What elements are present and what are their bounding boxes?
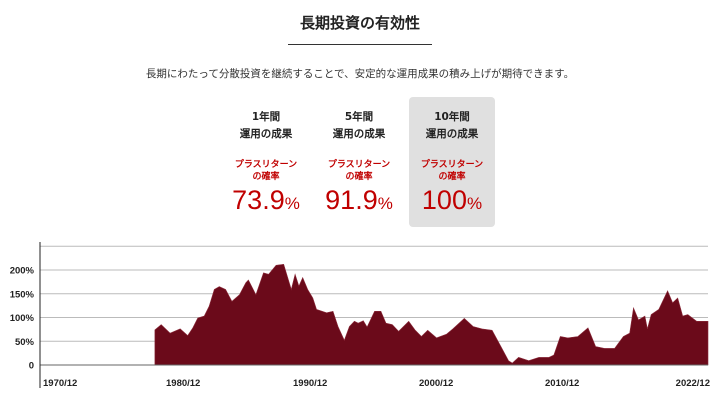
card-period: 5年間 — [344, 111, 374, 123]
y-tick-label: 150% — [10, 289, 35, 300]
card-1-year: 1年間運用の成果 プラスリターン の確率 73.9% — [223, 97, 309, 227]
card-period: 1年間 — [251, 111, 281, 123]
value-unit: % — [284, 194, 300, 213]
card-value: 91.9% — [316, 185, 402, 219]
card-value: 100% — [409, 185, 495, 219]
card-label: プラスリターン — [234, 160, 298, 170]
card-label: プラスリターン — [420, 160, 484, 170]
value-number: 100 — [421, 185, 467, 215]
card-subtitle: 運用の成果 — [425, 128, 479, 140]
card-10-year: 10年間運用の成果 プラスリターン の確率 100% — [409, 97, 495, 227]
y-tick-label: 200% — [10, 266, 35, 277]
x-tick-label: 1970/12 — [43, 378, 77, 389]
value-unit: % — [466, 194, 483, 213]
card-subtitle: 運用の成果 — [332, 128, 386, 140]
page-title: 長期投資の有効性 — [299, 14, 420, 32]
card-label-2: の確率 — [438, 172, 466, 182]
card-value: 73.9% — [223, 185, 309, 219]
x-tick-label: 2022/12 — [676, 378, 710, 389]
area-series — [154, 263, 709, 366]
card-5-year: 5年間運用の成果 プラスリターン の確率 91.9% — [316, 97, 402, 227]
card-label-2: の確率 — [345, 172, 373, 182]
x-tick-label: 1990/12 — [293, 378, 327, 389]
card-label: プラスリターン — [327, 160, 391, 170]
title-underline — [288, 44, 432, 45]
return-chart: 0 50% 100% 150% 200% 1970/12 1980/12 1990/12 200… — [10, 242, 710, 389]
card-subtitle: 運用の成果 — [239, 128, 293, 140]
y-tick-label: 50% — [15, 337, 35, 348]
x-tick-label: 2000/12 — [419, 378, 453, 389]
y-tick-label: 0 — [29, 361, 34, 372]
value-number: 91.9 — [325, 185, 378, 215]
card-period: 10年間 — [434, 111, 470, 123]
card-label-2: の確率 — [252, 172, 280, 182]
value-number: 73.9 — [232, 185, 285, 215]
value-unit: % — [377, 194, 393, 213]
x-tick-label: 1980/12 — [166, 378, 200, 389]
lead-text: 長期にわたって分散投資を継続することで、安定的な運用成果の積み上げが期待できます… — [145, 68, 575, 80]
y-tick-label: 100% — [10, 313, 35, 324]
x-tick-label: 2010/12 — [545, 378, 579, 389]
